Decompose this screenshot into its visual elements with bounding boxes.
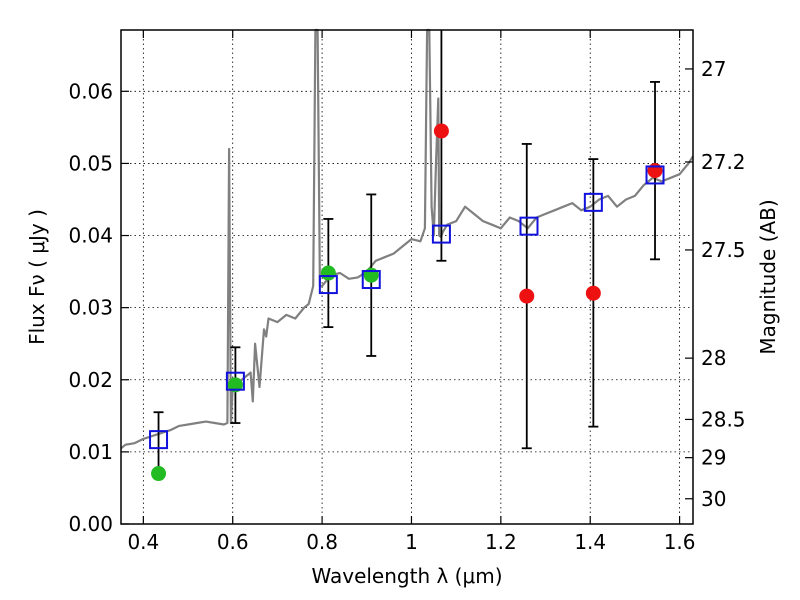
- spectrum-line: [120, 28, 694, 450]
- y-tick-label: 0.04: [68, 224, 113, 248]
- right-axis-title: Magnitude (AB): [756, 199, 780, 354]
- model-square-marker: [431, 224, 451, 244]
- x-tick-label: 1.2: [485, 530, 517, 554]
- model-square-marker: [318, 275, 338, 295]
- right-tick-label: 29: [701, 446, 726, 470]
- plot-frame: [120, 29, 694, 525]
- red-data-point: [585, 285, 601, 301]
- y-tick-label: 0.00: [68, 512, 113, 536]
- right-tick-label: 30: [701, 487, 726, 511]
- model-square-marker: [149, 430, 169, 450]
- grid-lines: [121, 30, 693, 524]
- model-square-marker: [225, 371, 245, 391]
- right-tick-label: 28.5: [701, 407, 746, 431]
- x-tick-label: 1.6: [664, 530, 696, 554]
- model-square-marker: [645, 165, 665, 185]
- y-tick-label: 0.03: [68, 296, 113, 320]
- data-markers: [149, 123, 665, 482]
- right-tick-label: 27.2: [701, 150, 746, 174]
- red-data-point: [519, 288, 535, 304]
- x-tick-label: 0.8: [306, 530, 338, 554]
- x-tick-label: 0.4: [127, 530, 159, 554]
- model-square-marker: [583, 192, 603, 212]
- model-square-marker: [361, 270, 381, 290]
- right-tick-label: 27.5: [701, 238, 746, 262]
- red-data-point: [647, 163, 663, 179]
- green-data-point: [227, 377, 243, 393]
- red-data-point: [433, 123, 449, 139]
- y-tick-label: 0.01: [68, 440, 113, 464]
- right-tick-label: 27: [701, 57, 726, 81]
- green-data-point: [151, 466, 167, 482]
- x-axis-title: Wavelength λ (μm): [311, 564, 502, 588]
- y-axis-title: Flux Fν ( μJy ): [25, 209, 49, 345]
- spectrum-series: [120, 28, 694, 450]
- x-tick-label: 1: [405, 530, 418, 554]
- y-tick-label: 0.05: [68, 151, 113, 175]
- axis-ticks: 0.4 0.6 0.8 1 1.2 1.4 1.6 0.00 0.01 0.02 0.03 0.04 0…: [68, 30, 746, 554]
- right-tick-label: 28: [701, 346, 726, 370]
- green-data-point: [320, 265, 336, 281]
- y-tick-label: 0.06: [68, 79, 113, 103]
- x-tick-label: 1.4: [574, 530, 606, 554]
- x-tick-label: 0.6: [217, 530, 249, 554]
- green-data-point: [363, 267, 379, 283]
- model-square-marker: [519, 216, 539, 236]
- y-tick-label: 0.02: [68, 368, 113, 392]
